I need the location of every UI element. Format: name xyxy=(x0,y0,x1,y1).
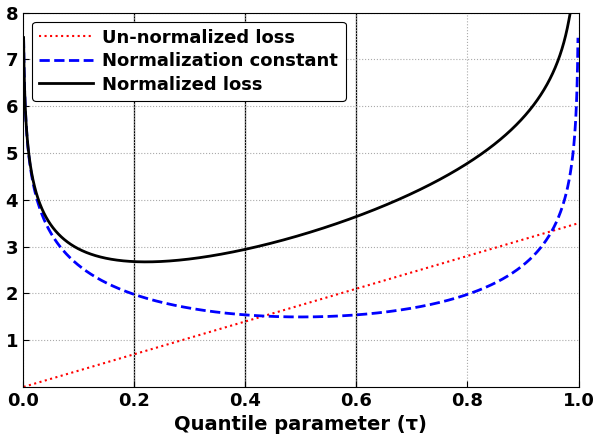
Normalization constant xyxy=(353,312,360,318)
Normalized loss xyxy=(574,10,581,15)
Legend: Un-normalized loss, Normalization constant, Normalized loss: Un-normalized loss, Normalization consta… xyxy=(32,22,346,101)
Un-normalized loss xyxy=(434,262,441,268)
Normalized loss xyxy=(434,178,441,183)
Normalization constant xyxy=(121,288,128,293)
Normalized loss xyxy=(232,249,239,254)
Normalized loss xyxy=(20,35,27,40)
Normalization constant xyxy=(297,314,304,319)
Normalization constant xyxy=(380,309,388,315)
Normalized loss xyxy=(476,153,483,158)
Normalized loss xyxy=(566,10,574,15)
Un-normalized loss xyxy=(476,250,483,255)
Un-normalized loss xyxy=(352,286,359,291)
Normalization constant xyxy=(574,35,581,40)
X-axis label: Quantile parameter (τ): Quantile parameter (τ) xyxy=(175,415,427,434)
Normalization constant xyxy=(20,35,27,40)
Normalization constant xyxy=(476,287,483,293)
Un-normalized loss xyxy=(574,221,581,226)
Un-normalized loss xyxy=(380,278,388,283)
Normalized loss xyxy=(142,259,149,264)
Normalized loss xyxy=(121,258,128,264)
Line: Normalized loss: Normalized loss xyxy=(23,13,578,262)
Normalized loss xyxy=(353,214,360,219)
Normalization constant xyxy=(434,301,441,306)
Un-normalized loss xyxy=(121,355,128,360)
Un-normalized loss xyxy=(20,384,27,389)
Line: Un-normalized loss: Un-normalized loss xyxy=(23,224,578,387)
Line: Normalization constant: Normalization constant xyxy=(23,38,578,317)
Normalization constant xyxy=(232,312,239,317)
Un-normalized loss xyxy=(232,322,239,327)
Normalized loss xyxy=(380,203,388,208)
